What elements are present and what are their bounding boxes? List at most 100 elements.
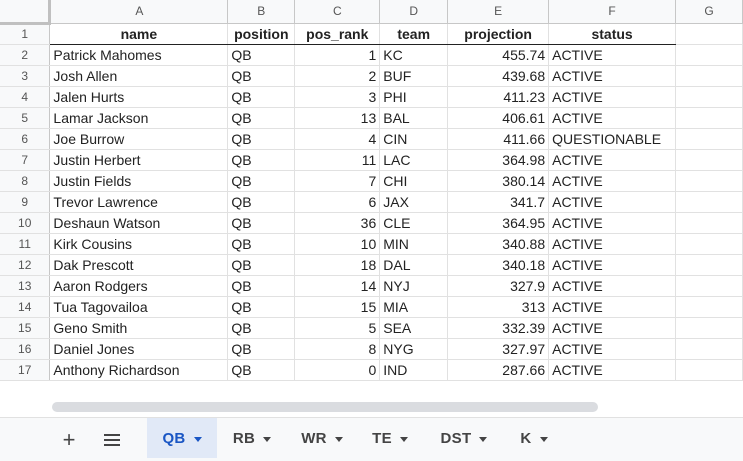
cell-position[interactable]: QB — [227, 359, 296, 381]
cell-team[interactable]: KC — [379, 44, 449, 66]
cell-pos-rank[interactable]: 36 — [294, 212, 381, 234]
cell-status[interactable]: ACTIVE — [548, 212, 677, 234]
cell-position[interactable]: QB — [227, 128, 296, 150]
sheet-tab-rb[interactable]: RB — [222, 418, 282, 458]
cell-name[interactable]: Anthony Richardson — [49, 359, 229, 381]
column-header-b[interactable]: B — [227, 0, 296, 24]
cell-position[interactable]: QB — [227, 107, 296, 129]
cell-projection[interactable]: 411.66 — [447, 128, 550, 150]
cell-header-pos-rank[interactable]: pos_rank — [294, 23, 381, 45]
cell-pos-rank[interactable]: 13 — [294, 107, 381, 129]
cell-team[interactable]: JAX — [379, 191, 449, 213]
cell-projection[interactable]: 327.97 — [447, 338, 550, 360]
cell-header-team[interactable]: team — [379, 23, 449, 45]
cell-name[interactable]: Patrick Mahomes — [49, 44, 229, 66]
cell-position[interactable]: QB — [227, 233, 296, 255]
cell-team[interactable]: IND — [379, 359, 449, 381]
cell-status[interactable]: ACTIVE — [548, 317, 677, 339]
cell-empty[interactable] — [675, 86, 743, 108]
cell-empty[interactable] — [675, 296, 743, 318]
row-header[interactable]: 7 — [0, 149, 51, 171]
cell-team[interactable]: MIN — [379, 233, 449, 255]
cell-name[interactable]: Trevor Lawrence — [49, 191, 229, 213]
cell-name[interactable]: Dak Prescott — [49, 254, 229, 276]
cell-pos-rank[interactable]: 11 — [294, 149, 381, 171]
cell-name[interactable]: Justin Fields — [49, 170, 229, 192]
cell-empty[interactable] — [675, 212, 743, 234]
row-header[interactable]: 15 — [0, 317, 51, 339]
row-header[interactable]: 3 — [0, 65, 51, 87]
cell-projection[interactable]: 313 — [447, 296, 550, 318]
row-header[interactable]: 16 — [0, 338, 51, 360]
cell-empty[interactable] — [675, 338, 743, 360]
cell-empty[interactable] — [675, 65, 743, 87]
row-header[interactable]: 8 — [0, 170, 51, 192]
cell-projection[interactable]: 332.39 — [447, 317, 550, 339]
sheet-tab-qb[interactable]: QB — [147, 418, 217, 458]
cell-status[interactable]: ACTIVE — [548, 296, 677, 318]
row-header[interactable]: 17 — [0, 359, 51, 381]
cell-empty[interactable] — [675, 128, 743, 150]
cell-projection[interactable]: 455.74 — [447, 44, 550, 66]
cell-projection[interactable]: 364.95 — [447, 212, 550, 234]
cell-pos-rank[interactable]: 2 — [294, 65, 381, 87]
cell-pos-rank[interactable]: 4 — [294, 128, 381, 150]
cell-status[interactable]: ACTIVE — [548, 86, 677, 108]
cell-projection[interactable]: 380.14 — [447, 170, 550, 192]
cell-team[interactable]: CLE — [379, 212, 449, 234]
cell-position[interactable]: QB — [227, 170, 296, 192]
column-header-a[interactable]: A — [49, 0, 229, 24]
all-sheets-button[interactable] — [97, 418, 127, 461]
row-header[interactable]: 11 — [0, 233, 51, 255]
cell-name[interactable]: Kirk Cousins — [49, 233, 229, 255]
cell-status[interactable]: ACTIVE — [548, 191, 677, 213]
row-header[interactable]: 2 — [0, 44, 51, 66]
cell-position[interactable]: QB — [227, 275, 296, 297]
column-header-d[interactable]: D — [379, 0, 449, 24]
cell-position[interactable]: QB — [227, 86, 296, 108]
cell-status[interactable]: ACTIVE — [548, 275, 677, 297]
cell-team[interactable]: DAL — [379, 254, 449, 276]
cell-team[interactable]: BAL — [379, 107, 449, 129]
sheet-tab-wr[interactable]: WR — [290, 418, 354, 458]
row-header[interactable]: 14 — [0, 296, 51, 318]
row-header[interactable]: 1 — [0, 23, 51, 45]
cell-pos-rank[interactable]: 18 — [294, 254, 381, 276]
cell-pos-rank[interactable]: 14 — [294, 275, 381, 297]
cell-team[interactable]: PHI — [379, 86, 449, 108]
cell-header-name[interactable]: name — [49, 23, 229, 45]
cell-projection[interactable]: 287.66 — [447, 359, 550, 381]
cell-name[interactable]: Jalen Hurts — [49, 86, 229, 108]
cell-position[interactable]: QB — [227, 212, 296, 234]
select-all-corner[interactable] — [0, 0, 52, 25]
cell-projection[interactable]: 327.9 — [447, 275, 550, 297]
cell-status[interactable]: ACTIVE — [548, 107, 677, 129]
cell-status[interactable]: QUESTIONABLE — [548, 128, 677, 150]
cell-pos-rank[interactable]: 7 — [294, 170, 381, 192]
cell-name[interactable]: Aaron Rodgers — [49, 275, 229, 297]
cell-status[interactable]: ACTIVE — [548, 65, 677, 87]
cell-empty[interactable] — [675, 359, 743, 381]
cell-name[interactable]: Daniel Jones — [49, 338, 229, 360]
cell-empty[interactable] — [675, 107, 743, 129]
cell-empty[interactable] — [675, 191, 743, 213]
cell-position[interactable]: QB — [227, 191, 296, 213]
add-sheet-button[interactable]: + — [54, 418, 84, 461]
cell-position[interactable]: QB — [227, 317, 296, 339]
cell-empty[interactable] — [675, 233, 743, 255]
cell-team[interactable]: SEA — [379, 317, 449, 339]
cell-projection[interactable]: 406.61 — [447, 107, 550, 129]
cell-status[interactable]: ACTIVE — [548, 149, 677, 171]
cell-team[interactable]: NYJ — [379, 275, 449, 297]
cell-team[interactable]: LAC — [379, 149, 449, 171]
cell-pos-rank[interactable]: 1 — [294, 44, 381, 66]
row-header[interactable]: 10 — [0, 212, 51, 234]
cell-pos-rank[interactable]: 15 — [294, 296, 381, 318]
cell-team[interactable]: CIN — [379, 128, 449, 150]
cell-empty[interactable] — [675, 149, 743, 171]
cell-name[interactable]: Tua Tagovailoa — [49, 296, 229, 318]
cell-pos-rank[interactable]: 8 — [294, 338, 381, 360]
cell-header-projection[interactable]: projection — [447, 23, 550, 45]
cell-pos-rank[interactable]: 10 — [294, 233, 381, 255]
cell-position[interactable]: QB — [227, 254, 296, 276]
